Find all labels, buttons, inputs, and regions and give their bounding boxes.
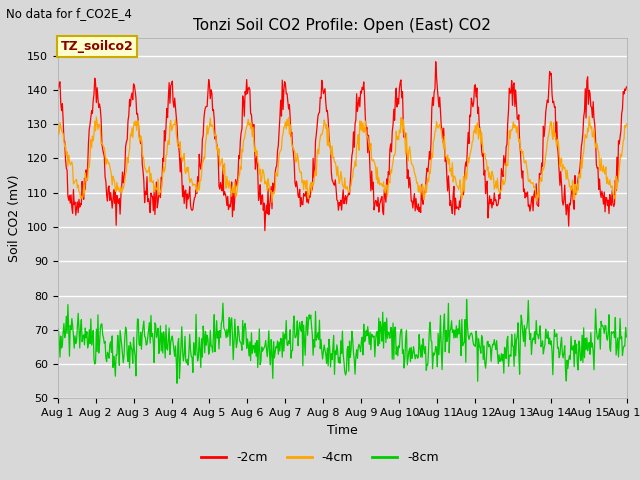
Text: No data for f_CO2E_4: No data for f_CO2E_4	[6, 7, 132, 20]
Y-axis label: Soil CO2 (mV): Soil CO2 (mV)	[8, 175, 21, 262]
X-axis label: Time: Time	[327, 424, 358, 437]
Text: TZ_soilco2: TZ_soilco2	[60, 40, 133, 53]
Legend: -2cm, -4cm, -8cm: -2cm, -4cm, -8cm	[196, 446, 444, 469]
Title: Tonzi Soil CO2 Profile: Open (East) CO2: Tonzi Soil CO2 Profile: Open (East) CO2	[193, 18, 492, 33]
